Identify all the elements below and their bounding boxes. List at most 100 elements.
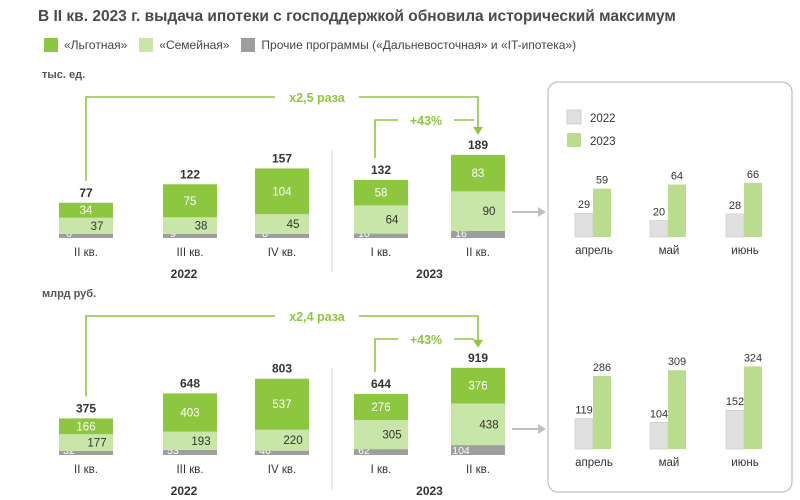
- year-label-0-0: 2022: [171, 267, 198, 281]
- legend: «Льготная» «Семейная» Прочие программы (…: [44, 38, 588, 52]
- panel-legend-label-2022: 2022: [590, 113, 616, 125]
- bar-label-lgot-1-2: 537: [272, 399, 291, 411]
- growth-label-bg-small-1: [398, 330, 454, 348]
- category-label-0-1: III кв.: [176, 247, 203, 259]
- legend-swatch-lgot: [44, 38, 58, 52]
- month-bar-2022-3-1: [649, 422, 669, 450]
- category-label-1-2: IV кв.: [268, 464, 296, 476]
- month-bar-2022-3-2: [725, 409, 745, 450]
- bar-seg-other-0-2: [255, 234, 309, 238]
- bar-label-fam-1-2: 220: [283, 435, 302, 447]
- bar-label-fam-1-1: 193: [191, 436, 210, 448]
- bar-seg-lgot-1-0: [59, 418, 113, 435]
- bar-label-lgot-1-0: 166: [76, 421, 95, 433]
- bar-total-0-4: 189: [468, 138, 488, 152]
- growth-label-big-1: х2,4 раза: [289, 310, 346, 324]
- month-label-2-0: апрель: [575, 245, 613, 257]
- bar-seg-other-0-0: [59, 234, 113, 238]
- month-value-2023-2-0: 59: [596, 175, 608, 187]
- bar-label-lgot-0-1: 75: [184, 196, 197, 208]
- growth-connector-big-0: [85, 96, 479, 181]
- panel-legend-label-2023: 2023: [590, 136, 616, 148]
- bar-seg-fam-0-4: [451, 191, 505, 231]
- bar-seg-fam-1-2: [255, 429, 309, 451]
- month-value-2023-3-0: 286: [593, 362, 611, 374]
- growth-label-bg-small-0: [398, 111, 454, 129]
- category-label-0-0: II кв.: [74, 247, 98, 259]
- month-bar-2023-3-2: [744, 366, 762, 449]
- bar-seg-lgot-1-3: [354, 393, 408, 421]
- month-label-3-0: апрель: [575, 457, 613, 469]
- panel-arrow-head-0: [538, 207, 546, 217]
- bar-total-1-4: 919: [468, 351, 488, 365]
- unit-label-0: тыс. ед.: [42, 69, 85, 81]
- bar-seg-lgot-0-4: [451, 154, 505, 192]
- month-value-2023-2-1: 64: [671, 171, 683, 183]
- legend-swatch-other: [241, 38, 256, 52]
- bar-seg-lgot-0-2: [255, 168, 309, 215]
- bar-label-lgot-0-0: 34: [80, 205, 93, 217]
- bar-label-fam-0-3: 64: [386, 215, 399, 227]
- bar-seg-other-1-1: [163, 449, 217, 455]
- bar-seg-fam-0-2: [255, 214, 309, 234]
- bar-seg-lgot-0-1: [163, 184, 217, 218]
- bar-label-fam-1-4: 438: [479, 419, 498, 431]
- bar-label-fam-0-0: 37: [91, 221, 104, 233]
- category-label-1-4: II кв.: [466, 464, 490, 476]
- growth-label-big-0: х2,5 раза: [289, 91, 346, 105]
- bar-label-lgot-0-2: 104: [272, 186, 292, 198]
- year-label-0-1: 2023: [416, 267, 443, 281]
- month-bar-2023-3-0: [593, 376, 611, 449]
- growth-label-small-1: +43%: [410, 333, 442, 347]
- bar-label-other-0-4: 16: [455, 228, 467, 240]
- month-label-3-1: май: [659, 457, 680, 469]
- legend-swatch-fam: [139, 38, 154, 52]
- month-value-2022-2-2: 28: [729, 200, 741, 212]
- bar-label-other-1-3: 62: [358, 445, 370, 457]
- month-bar-2023-2-1: [668, 184, 686, 237]
- month-bar-2022-2-2: [725, 213, 745, 238]
- bar-label-other-1-2: 46: [259, 445, 271, 457]
- bar-seg-lgot-0-3: [354, 179, 408, 206]
- year-label-1-0: 2022: [171, 484, 198, 498]
- bar-seg-fam-1-1: [163, 431, 217, 450]
- bar-seg-lgot-1-4: [451, 367, 505, 404]
- bar-label-lgot-1-4: 376: [468, 381, 487, 393]
- month-value-2022-3-0: 119: [575, 405, 593, 417]
- bar-total-0-1: 122: [180, 167, 200, 181]
- growth-label-small-0: +43%: [410, 114, 442, 128]
- bar-seg-fam-0-3: [354, 205, 408, 234]
- legend-label-other: Прочие программы («Дальневосточная» и «I…: [261, 38, 577, 52]
- bar-total-1-2: 803: [272, 362, 292, 376]
- bar-total-1-1: 648: [180, 376, 200, 390]
- bar-label-fam-0-4: 90: [483, 206, 496, 218]
- bar-seg-other-1-4: [451, 445, 505, 455]
- legend-item-lgot: «Льготная»: [44, 38, 127, 52]
- bar-label-fam-0-1: 38: [195, 221, 208, 233]
- growth-label-bg-big-1: [275, 307, 359, 325]
- category-label-0-2: IV кв.: [268, 247, 296, 259]
- bar-seg-lgot-1-2: [255, 378, 309, 430]
- month-value-2022-3-2: 152: [726, 396, 744, 408]
- bar-seg-fam-1-4: [451, 403, 505, 446]
- month-value-2022-2-1: 20: [653, 207, 665, 219]
- growth-label-bg-big-0: [275, 88, 359, 106]
- month-bar-2022-3-0: [574, 418, 594, 450]
- category-label-1-1: III кв.: [176, 464, 203, 476]
- page-title: В II кв. 2023 г. выдача ипотеки с господ…: [38, 8, 676, 25]
- bar-total-1-0: 375: [76, 401, 96, 415]
- month-bar-2022-2-0: [574, 212, 594, 238]
- bar-seg-fam-0-1: [163, 217, 217, 234]
- bar-seg-fam-1-0: [59, 434, 113, 451]
- bar-seg-other-0-4: [451, 230, 505, 238]
- legend-item-fam: «Семейная»: [139, 38, 229, 52]
- bar-seg-fam-1-3: [354, 420, 408, 450]
- bar-total-0-3: 132: [371, 163, 391, 177]
- month-label-2-1: май: [659, 245, 680, 257]
- panel-arrow-head-1: [538, 424, 546, 434]
- bar-total-1-3: 644: [371, 377, 391, 391]
- month-value-2022-3-1: 104: [650, 408, 668, 420]
- month-value-2023-3-2: 324: [744, 352, 762, 364]
